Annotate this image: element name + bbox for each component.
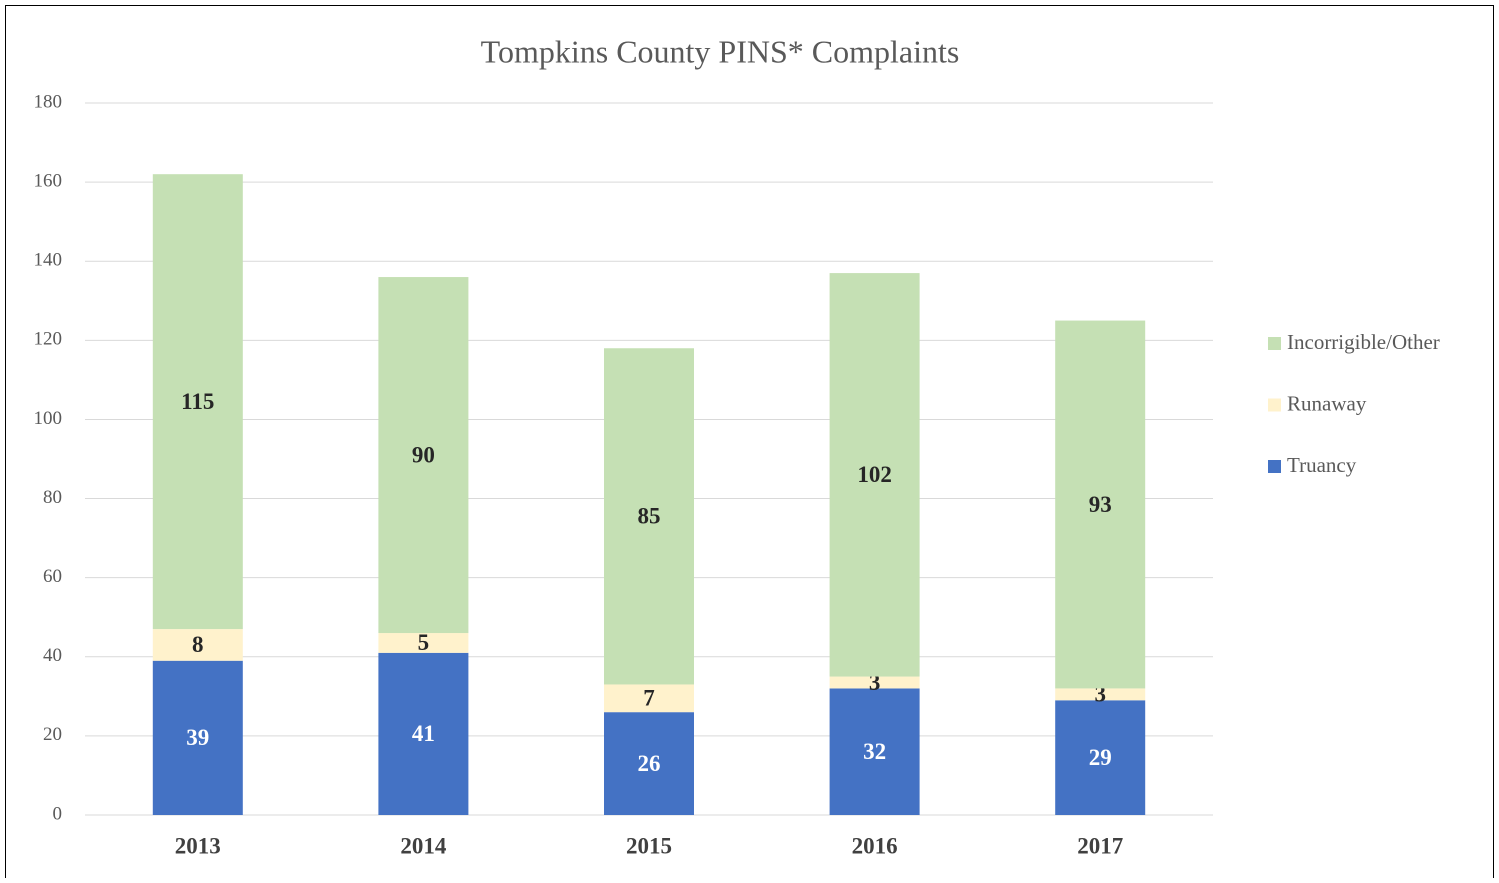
- data-label: 41: [412, 721, 435, 746]
- bar-segment: [152, 660, 243, 815]
- data-label: 3: [869, 670, 881, 695]
- y-tick-label: 60: [43, 566, 62, 587]
- data-label: 8: [192, 632, 204, 657]
- data-label: 5: [418, 630, 430, 655]
- data-label: 102: [857, 462, 892, 487]
- bar-segment: [829, 676, 920, 689]
- chart-frame: [5, 5, 1494, 883]
- bar-segment: [152, 629, 243, 661]
- legend-label: Incorrigible/Other: [1287, 330, 1440, 354]
- data-label: 39: [186, 725, 209, 750]
- legend-label: Truancy: [1287, 453, 1357, 477]
- legend-swatch: [1268, 337, 1281, 350]
- bar-segment: [1055, 320, 1146, 689]
- data-label: 32: [863, 739, 886, 764]
- data-label: 26: [638, 751, 661, 776]
- bar-segment: [152, 174, 243, 630]
- bar-segment: [1055, 700, 1146, 815]
- data-label: 115: [181, 389, 214, 414]
- y-tick-label: 0: [53, 803, 63, 824]
- data-label: 93: [1089, 492, 1112, 517]
- bar-segment: [1055, 688, 1146, 701]
- data-label: 3: [1094, 682, 1106, 707]
- x-tick-label: 2017: [1077, 833, 1123, 858]
- legend-label: Runaway: [1287, 391, 1367, 415]
- bar-segment: [604, 348, 694, 685]
- legend-swatch: [1268, 460, 1281, 473]
- data-label: 90: [412, 442, 435, 467]
- bar-segment: [378, 277, 469, 634]
- y-tick-label: 120: [34, 329, 63, 350]
- data-label: 85: [638, 504, 661, 529]
- data-label: 29: [1089, 745, 1112, 770]
- x-tick-label: 2016: [852, 833, 898, 858]
- x-tick-label: 2014: [400, 833, 447, 858]
- bar-segment: [829, 688, 920, 815]
- y-tick-label: 20: [43, 724, 62, 745]
- y-tick-label: 40: [43, 645, 62, 666]
- bar-segment: [604, 712, 694, 815]
- y-tick-label: 160: [34, 170, 63, 191]
- bar-segment: [829, 273, 920, 677]
- data-label: 7: [643, 686, 655, 711]
- x-tick-label: 2015: [626, 833, 672, 858]
- bar-segment: [378, 633, 469, 653]
- bar-segment: [604, 684, 694, 713]
- y-tick-label: 140: [34, 250, 63, 271]
- legend-swatch: [1268, 398, 1281, 412]
- chart-title: Tompkins County PINS* Complaints: [481, 33, 960, 69]
- y-tick-label: 180: [34, 91, 63, 112]
- x-tick-label: 2013: [175, 833, 221, 858]
- y-tick-label: 100: [34, 408, 63, 429]
- y-tick-label: 80: [43, 487, 62, 508]
- bar-segment: [378, 652, 469, 815]
